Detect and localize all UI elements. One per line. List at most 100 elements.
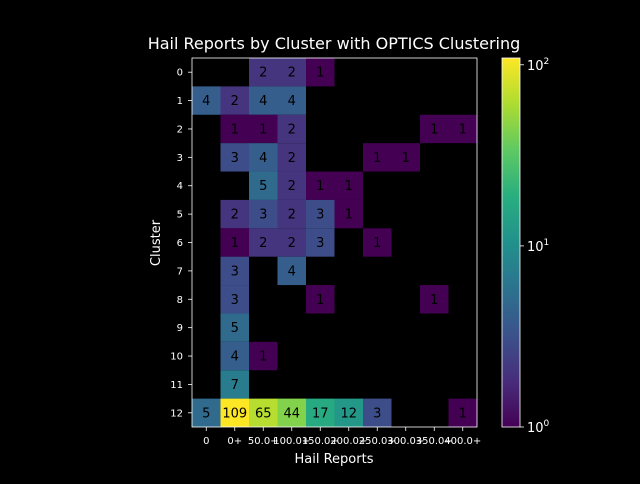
x-tick-label: 0: [203, 436, 209, 447]
y-tick-label: 1: [177, 96, 183, 107]
heatmap-cell: [306, 199, 335, 229]
heatmap-cell: [277, 58, 306, 87]
x-tick-label: 250.0+: [359, 436, 396, 447]
heatmap-cell: [277, 398, 306, 427]
heatmap-cell: [249, 86, 278, 115]
heatmap-cell: [448, 398, 477, 427]
heatmap-cell: [363, 143, 392, 172]
heatmap-cell: [249, 143, 278, 172]
cell-value-label: 2: [288, 151, 296, 166]
y-tick-label: 4: [177, 181, 183, 192]
heatmap-cell: [420, 114, 449, 144]
cell-value-label: 2: [259, 66, 267, 81]
cell-value-label: 1: [231, 236, 239, 251]
cell-value-label: 4: [231, 350, 239, 365]
heatmap-cell: [249, 58, 278, 87]
cell-value-label: 3: [231, 264, 239, 279]
cell-value-label: 2: [259, 236, 267, 251]
x-tick-label: 350.0+: [416, 436, 453, 447]
heatmap-cell: [277, 199, 306, 229]
heatmap-cell: [249, 341, 278, 371]
cell-value-label: 1: [402, 151, 410, 166]
cell-value-label: 1: [430, 122, 438, 137]
heatmap-cell: [249, 199, 278, 229]
heatmap-cell: [220, 143, 249, 172]
cell-value-label: 4: [288, 94, 296, 109]
x-tick-label: 100.0+: [273, 436, 310, 447]
x-axis-label: Hail Reports: [295, 452, 374, 467]
x-axis: 0 0+ 50.0+100.0+150.0+200.0+250.0+300.0+35…: [203, 427, 481, 447]
heatmap-cell: [249, 114, 278, 144]
y-axis-label: Cluster: [149, 219, 164, 266]
cell-value-label: 1: [373, 236, 381, 251]
colorbar-tick-label: 101: [527, 238, 549, 255]
heatmap-cell: [277, 171, 306, 200]
cell-value-label: 1: [231, 122, 239, 137]
cell-value-label: 1: [316, 179, 324, 194]
cell-value-label: 1: [259, 122, 267, 137]
heatmap-cell: [277, 256, 306, 286]
cell-value-label: 1: [459, 122, 467, 137]
y-tick-label: 9: [177, 323, 183, 334]
cell-value-label: 2: [231, 208, 239, 223]
cell-value-label: 4: [259, 151, 267, 166]
y-tick-label: 8: [177, 295, 183, 306]
cell-value-label: 2: [288, 122, 296, 137]
y-tick-label: 12: [170, 408, 183, 419]
heatmap-cell: [448, 114, 477, 144]
cell-value-label: 2: [288, 236, 296, 251]
y-tick-label: 5: [177, 210, 183, 221]
y-tick-label: 7: [177, 266, 183, 277]
heatmap-cell: [420, 285, 449, 314]
x-tick-label: 200.0+: [330, 436, 367, 447]
heatmap-cell: [391, 143, 420, 172]
y-tick-label: 6: [177, 238, 183, 249]
heatmap-cell: [220, 313, 249, 342]
heatmap-cell: [277, 86, 306, 115]
heatmap-cell: [363, 228, 392, 257]
heatmap-cell: [334, 398, 363, 427]
cell-value-label: 1: [316, 66, 324, 81]
heatmap-cell: [220, 398, 249, 427]
heatmap-cell: [363, 398, 392, 427]
heatmap-cell: [220, 370, 249, 399]
colorbar-tick-label: 100: [527, 419, 550, 436]
heatmap-cell: [220, 199, 249, 229]
x-tick-label: 0+: [227, 436, 242, 447]
cell-value-label: 2: [288, 208, 296, 223]
cell-value-label: 4: [259, 94, 267, 109]
heatmap-cell: [220, 341, 249, 371]
heatmap-cell: [220, 256, 249, 286]
cell-value-label: 1: [259, 350, 267, 365]
cell-value-label: 1: [430, 293, 438, 308]
cell-value-label: 5: [231, 321, 239, 336]
heatmap-cell: [277, 114, 306, 144]
cell-value-label: 1: [373, 151, 381, 166]
heatmap-cell: [306, 171, 335, 200]
colorbar-gradient: [501, 57, 521, 428]
cell-value-label: 12: [340, 406, 357, 421]
heatmap-cell: [220, 114, 249, 144]
heatmap-cell: [277, 143, 306, 172]
y-tick-label: 2: [177, 124, 183, 135]
cell-value-label: 1: [345, 179, 353, 194]
heatmap-cell: [334, 171, 363, 200]
cell-value-label: 3: [316, 208, 324, 223]
heatmap-cell: [306, 58, 335, 87]
heatmap-cell: [220, 228, 249, 257]
cell-value-label: 5: [259, 179, 267, 194]
heatmap-cell: [334, 199, 363, 229]
heatmap-cell: [220, 86, 249, 115]
cell-value-label: 1: [459, 406, 467, 421]
cell-value-label: 3: [231, 293, 239, 308]
cell-value-label: 4: [288, 264, 296, 279]
heatmap-cell: [306, 285, 335, 314]
cell-value-label: 44: [283, 406, 300, 421]
cell-value-label: 109: [222, 406, 247, 421]
cell-value-label: 3: [259, 208, 267, 223]
cell-value-label: 1: [316, 293, 324, 308]
cell-value-label: 3: [316, 236, 324, 251]
